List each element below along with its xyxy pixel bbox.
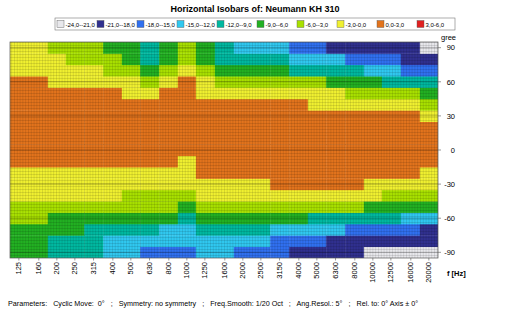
legend-label: -24,0--21,0 <box>66 22 96 28</box>
footer: Parameters: Cyclic Move: 0° ; Symmetry: … <box>8 299 418 308</box>
legend-label: -9,0--6,0 <box>266 22 289 28</box>
x-tick-label: 160 <box>34 262 43 275</box>
legend-swatch <box>257 21 264 28</box>
x-tick-label: 315 <box>89 262 98 275</box>
grid-line <box>10 115 438 116</box>
tick <box>438 184 441 185</box>
legend-swatch <box>177 21 184 28</box>
tick <box>438 150 441 151</box>
legend-swatch <box>377 21 384 28</box>
x-tick-label: 12500 <box>386 262 395 283</box>
legend-label: 0,0-3,0 <box>386 22 405 28</box>
x-tick-label: 6300 <box>331 262 340 279</box>
x-tick-label: 1000 <box>182 262 191 279</box>
x-tick-label: 8000 <box>350 262 359 279</box>
y-tick-label: -90 <box>444 248 455 257</box>
legend-swatch <box>57 21 64 28</box>
tick <box>242 258 243 261</box>
x-tick-label: 5000 <box>312 262 321 279</box>
tick <box>56 258 57 261</box>
tick <box>18 258 19 261</box>
plot-frame <box>10 42 438 258</box>
tick <box>438 218 441 219</box>
tick <box>438 252 441 253</box>
y-tick-label: 60 <box>447 78 455 87</box>
tick <box>186 258 187 261</box>
grid-line <box>10 218 438 219</box>
tick <box>38 258 39 261</box>
tick <box>438 81 441 82</box>
grid-line <box>10 252 438 253</box>
mesh <box>10 42 438 258</box>
x-tick-label: 250 <box>70 262 79 275</box>
tick <box>74 258 75 261</box>
tick <box>168 258 169 261</box>
tick <box>410 258 411 261</box>
x-tick-label: 1600 <box>220 262 229 279</box>
legend-label: 3,0-6,0 <box>426 22 445 28</box>
x-tick-label: 10000 <box>368 262 377 283</box>
y-tick-label: 90 <box>447 43 455 52</box>
tick <box>224 258 225 261</box>
x-tick-label: 800 <box>164 262 173 275</box>
x-tick-label: 16000 <box>406 262 415 283</box>
legend-box <box>55 18 455 30</box>
x-tick-label: 125 <box>14 262 23 275</box>
legend-label: -21,0--18,0 <box>106 22 136 28</box>
tick <box>438 115 441 116</box>
x-tick-label: 2000 <box>238 262 247 279</box>
legend-swatch <box>417 21 424 28</box>
x-axis-label: f [Hz] <box>447 269 466 278</box>
legend-label: -3,0-0,0 <box>346 22 367 28</box>
x-tick-label: 4000 <box>294 262 303 279</box>
tick <box>372 258 373 261</box>
tick <box>354 258 355 261</box>
title: Horizontal Isobars of: Neumann KH 310 <box>170 4 339 14</box>
x-tick-label: 500 <box>126 262 135 275</box>
legend-swatch <box>337 21 344 28</box>
legend-label: -15,0--12,0 <box>186 22 216 28</box>
x-tick-label: 200 <box>52 262 61 275</box>
legend-label: -6,0--3,0 <box>306 22 329 28</box>
x-tick-label: 20000 <box>424 262 433 283</box>
tick <box>335 258 336 261</box>
tick <box>428 258 429 261</box>
tick <box>204 258 205 261</box>
y-tick-label: -60 <box>444 214 455 223</box>
tick <box>279 258 280 261</box>
legend-label: -12,0--9,0 <box>226 22 253 28</box>
tick <box>93 258 94 261</box>
x-tick-label: 2500 <box>256 262 265 279</box>
y-tick-label: 0 <box>451 146 455 155</box>
grid-line <box>10 81 438 82</box>
x-tick-label: 1250 <box>200 262 209 279</box>
legend: -24,0--21,0 -21,0--18,0 -18,0--15,0 -15,0--… <box>55 18 455 30</box>
tick <box>112 258 113 261</box>
chart: Horizontal Isobars of: Neumann KH 310 -24… <box>0 0 510 315</box>
legend-swatch <box>137 21 144 28</box>
tick <box>130 258 131 261</box>
y-tick-label: -30 <box>444 180 455 189</box>
tick <box>316 258 317 261</box>
tick <box>149 258 150 261</box>
tick <box>438 47 441 48</box>
grid-line <box>10 150 438 151</box>
grid-line <box>10 184 438 185</box>
legend-label: -18,0--15,0 <box>146 22 176 28</box>
tick <box>390 258 391 261</box>
legend-swatch <box>297 21 304 28</box>
x-tick-label: 3150 <box>275 262 284 279</box>
grid-line <box>10 47 438 48</box>
x-tick-label: 400 <box>108 262 117 275</box>
y-tick-label: 30 <box>447 112 455 121</box>
tick <box>298 258 299 261</box>
y-axis-label: gree <box>441 33 456 42</box>
plot-area <box>10 42 438 258</box>
x-tick-label: 630 <box>145 262 154 275</box>
legend-swatch <box>97 21 104 28</box>
tick <box>260 258 261 261</box>
legend-swatch <box>217 21 224 28</box>
